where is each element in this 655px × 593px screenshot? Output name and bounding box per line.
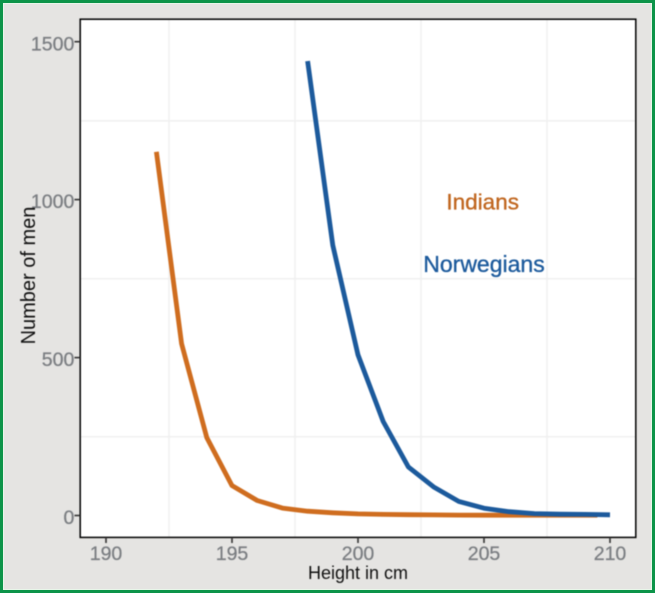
svg-text:Indians: Indians <box>446 190 519 215</box>
svg-text:205: 205 <box>468 543 501 565</box>
svg-text:200: 200 <box>342 543 375 565</box>
svg-text:210: 210 <box>594 543 627 565</box>
svg-text:Number of men: Number of men <box>18 207 40 345</box>
svg-text:1500: 1500 <box>31 33 75 55</box>
svg-text:190: 190 <box>90 543 123 565</box>
svg-text:195: 195 <box>216 543 249 565</box>
svg-text:Height in cm: Height in cm <box>308 563 408 583</box>
svg-text:Norwegians: Norwegians <box>423 251 544 277</box>
svg-text:500: 500 <box>42 349 75 371</box>
svg-text:1000: 1000 <box>31 191 75 213</box>
svg-text:0: 0 <box>63 507 74 529</box>
